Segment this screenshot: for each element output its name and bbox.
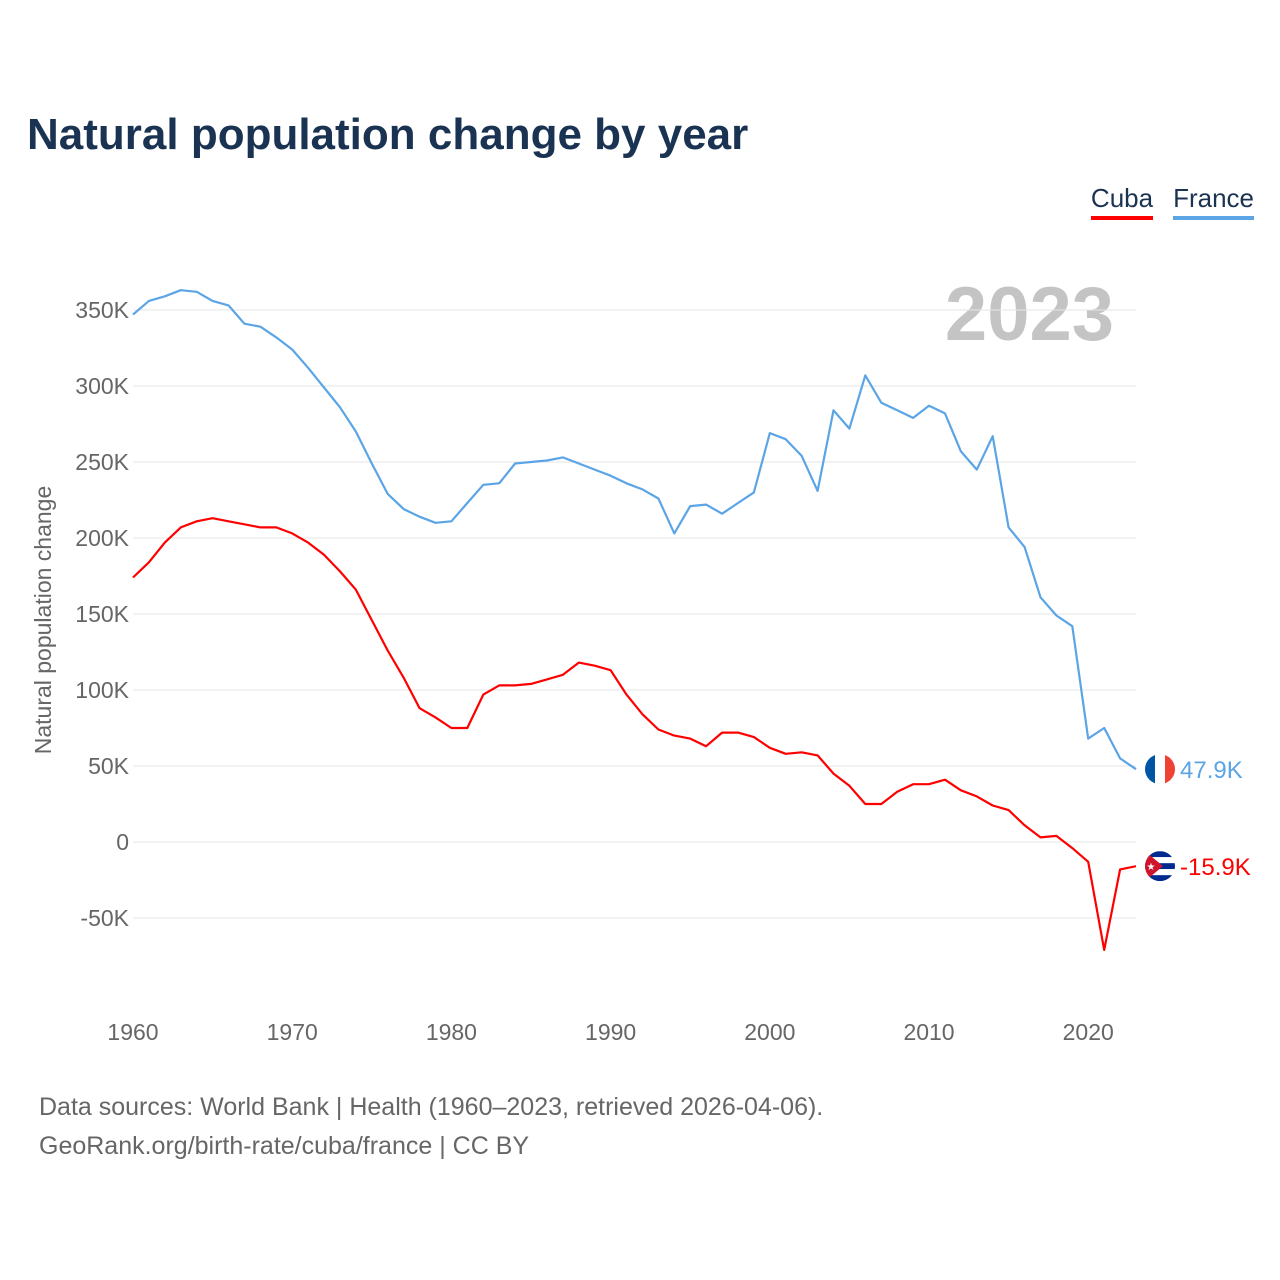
- y-tick-label: 250K: [75, 449, 129, 475]
- y-tick-label: 200K: [75, 525, 129, 551]
- y-tick-label: 150K: [75, 601, 129, 627]
- legend: Cuba France: [1090, 183, 1254, 220]
- legend-cuba[interactable]: Cuba: [1090, 183, 1154, 220]
- x-tick-label: 1960: [107, 1019, 158, 1045]
- legend-france[interactable]: France: [1173, 183, 1254, 220]
- y-tick-label: 0: [116, 829, 129, 855]
- source-line-1: Data sources: World Bank | Health (1960–…: [39, 1093, 824, 1121]
- y-tick-label: 50K: [88, 753, 130, 779]
- series-line-france: [132, 289, 1137, 771]
- cuba-flag-icon: ★: [1145, 851, 1175, 882]
- x-tick-label: 1990: [585, 1019, 636, 1045]
- y-tick-label: 350K: [75, 297, 129, 323]
- source-note: Data sources: World Bank | Health (1960–…: [39, 1088, 823, 1166]
- y-axis-label: Natural population change: [30, 486, 56, 755]
- y-tick-label: 300K: [75, 373, 129, 399]
- x-tick-label: 2020: [1063, 1019, 1114, 1045]
- france-flag-icon: [1145, 754, 1175, 785]
- end-value-label-france: 47.9K: [1180, 757, 1243, 784]
- y-tick-label: 100K: [75, 677, 129, 703]
- source-line-2[interactable]: GeoRank.org/birth-rate/cuba/france | CC …: [39, 1132, 530, 1160]
- series-line-cuba: [132, 517, 1137, 952]
- x-tick-label: 2010: [903, 1019, 954, 1045]
- x-tick-label: 2000: [744, 1019, 795, 1045]
- y-tick-label: -50K: [80, 905, 129, 931]
- x-tick-label: 1970: [267, 1019, 318, 1045]
- end-value-label-cuba: -15.9K: [1180, 854, 1251, 881]
- x-tick-label: 1980: [426, 1019, 477, 1045]
- chart-title: Natural population change by year: [27, 110, 749, 159]
- svg-text:★: ★: [1147, 862, 1156, 873]
- year-label: 2023: [945, 272, 1114, 357]
